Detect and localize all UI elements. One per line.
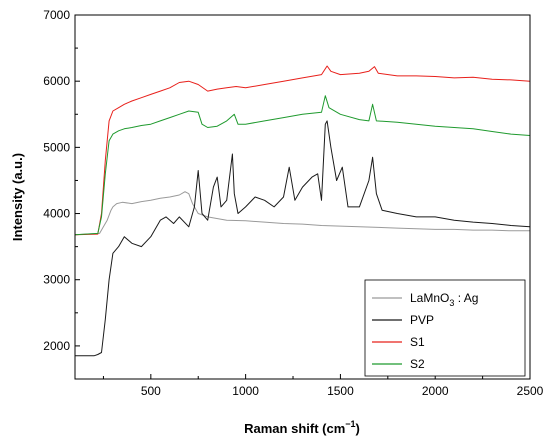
series-line-2	[74, 65, 531, 236]
y-tick-label-2: 4000	[43, 207, 70, 221]
x-axis-title-main: Raman shift (cm	[244, 421, 345, 436]
y-tick-label-3: 5000	[43, 140, 70, 154]
legend-label-2: S1	[410, 335, 425, 349]
x-tick-label-0: 500	[141, 384, 161, 398]
series-lines	[74, 65, 531, 357]
x-tick-label-1: 1000	[232, 384, 259, 398]
legend-label-0: LaMnO3 : Ag	[410, 291, 478, 308]
legend-label-3: S2	[410, 357, 425, 371]
legend: LaMnO3 : Ag PVP S1 S2	[364, 279, 526, 377]
x-axis-title-sup: −1	[345, 419, 355, 429]
y-tick-label-5: 7000	[43, 8, 70, 22]
legend-label-1: PVP	[410, 313, 434, 327]
series-line-0	[74, 191, 530, 236]
x-axis-title-end: )	[356, 421, 360, 436]
x-axis-title: Raman shift (cm−1)	[244, 419, 360, 436]
x-tick-label-2: 1500	[327, 384, 354, 398]
y-tick-label-4: 6000	[43, 74, 70, 88]
y-axis-title: Intensity (a.u.)	[10, 153, 25, 241]
plot-frame	[74, 14, 531, 380]
x-tick-label-3: 2000	[422, 384, 449, 398]
y-tick-label-0: 2000	[43, 339, 70, 353]
legend-box	[364, 279, 526, 377]
axis-ticks: 500 1000 1500 2000 2500 2000 3000 4000 5000 6000 7…	[43, 8, 543, 398]
series-line-3	[74, 95, 531, 236]
y-tick-label-1: 3000	[43, 273, 70, 287]
series-line-1	[75, 120, 531, 357]
x-tick-label-4: 2500	[517, 384, 544, 398]
